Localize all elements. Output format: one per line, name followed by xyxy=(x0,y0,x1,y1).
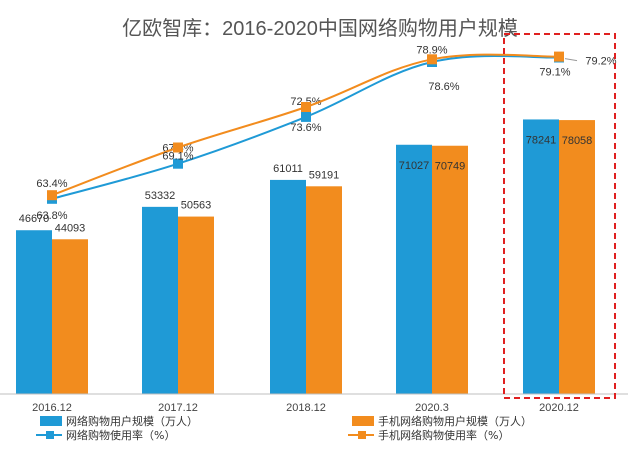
line-value-label: 69.1% xyxy=(162,151,193,163)
bar-online-2 xyxy=(270,179,306,394)
line-marker xyxy=(427,54,437,65)
bar-value-label: 70749 xyxy=(435,161,466,173)
line-value-label: 78.9% xyxy=(416,44,447,56)
x-tick-label: 2017.12 xyxy=(158,402,198,414)
bar-value-label: 61011 xyxy=(273,163,303,175)
bar-value-label: 71027 xyxy=(399,160,430,172)
bar-value-label: 59191 xyxy=(309,169,340,181)
legend-swatch xyxy=(352,416,374,426)
legend-swatch-marker xyxy=(46,431,54,439)
line-marker xyxy=(47,190,57,201)
bar-online-3 xyxy=(396,144,432,394)
highlight-box xyxy=(503,33,616,399)
line-value-label: 79.2% xyxy=(585,56,616,68)
line-value-label: 78.6% xyxy=(428,81,459,93)
legend-label: 网络购物用户规模（万人） xyxy=(66,414,198,428)
line-marker xyxy=(301,111,311,122)
bar-mobile-2 xyxy=(306,186,342,394)
bar-mobile-1 xyxy=(178,216,214,394)
label-leader-line xyxy=(564,58,578,62)
bar-online-4 xyxy=(523,119,559,394)
bar-value-label: 53332 xyxy=(145,190,176,202)
legend-label: 手机网络购物使用率（%） xyxy=(378,428,509,442)
line-marker xyxy=(173,158,183,169)
bar-value-label: 46670 xyxy=(19,213,50,225)
bar-mobile-3 xyxy=(432,145,468,394)
legend-label: 网络购物使用率（%） xyxy=(66,428,175,442)
bar-online-1 xyxy=(142,206,178,394)
line-marker xyxy=(173,142,183,153)
x-tick-label: 2018.12 xyxy=(286,402,326,414)
line-marker xyxy=(301,102,311,112)
legend-swatch xyxy=(40,416,62,426)
bar-mobile-0 xyxy=(52,239,88,394)
legend-swatch-marker xyxy=(358,431,366,439)
bar-mobile-4 xyxy=(559,120,595,395)
bar-value-label: 78058 xyxy=(562,135,593,147)
line-value-label: 63.8% xyxy=(36,210,67,222)
bar-value-label: 50563 xyxy=(181,200,212,212)
line-value-label: 79.1% xyxy=(539,67,570,79)
line-marker xyxy=(554,51,564,62)
legend-label: 手机网络购物用户规模（万人） xyxy=(378,414,532,428)
line-value-label: 63.4% xyxy=(36,178,67,190)
bar-value-label: 44093 xyxy=(55,222,86,234)
x-tick-label: 2016.12 xyxy=(32,402,72,414)
x-tick-label: 2020.12 xyxy=(539,402,579,414)
x-tick-label: 2020.3 xyxy=(415,402,449,414)
bar-value-label: 78241 xyxy=(526,134,557,146)
line-value-label: 73.6% xyxy=(290,122,321,134)
chart-title: 亿欧智库：2016-2020中国网络购物用户规模 xyxy=(122,18,518,40)
bar-online-0 xyxy=(16,230,52,394)
